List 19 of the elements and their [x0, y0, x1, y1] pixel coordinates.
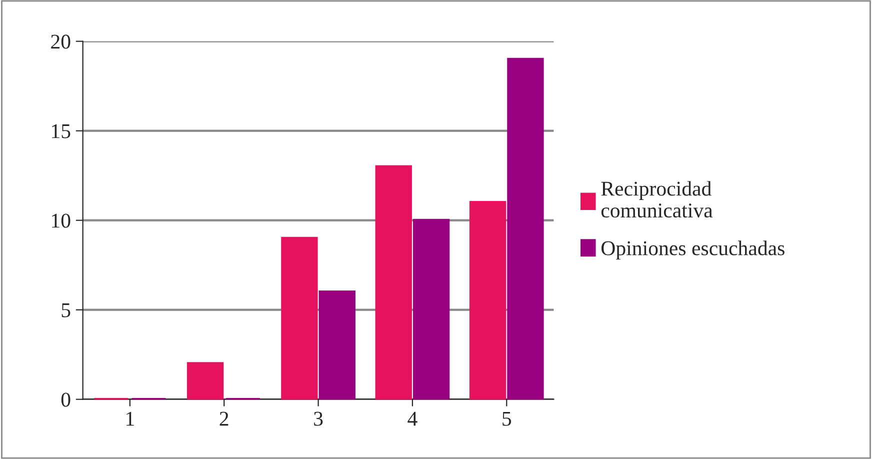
bar: [186, 362, 224, 400]
x-tick-label: 3: [314, 412, 323, 426]
y-tick-label: 20: [51, 34, 70, 49]
bar: [281, 236, 318, 400]
bar: [375, 165, 412, 400]
y-tick-label: 0: [61, 392, 70, 407]
y-tick-label: 15: [52, 124, 70, 138]
x-tick-label: 1: [126, 412, 134, 426]
y-tick-label: 5: [62, 303, 70, 318]
bar: [412, 218, 450, 400]
legend-label: Opiniones escuchadas: [601, 240, 784, 260]
bar: [469, 201, 506, 400]
x-tick-label: 2: [220, 412, 228, 426]
bar: [318, 290, 356, 400]
y-tick-label: 10: [52, 214, 70, 228]
x-tick-label: 5: [502, 412, 512, 426]
x-tick-label: 4: [408, 412, 418, 426]
bar: [507, 58, 544, 400]
legend-label: Reciprocidad comunicativa: [601, 181, 713, 218]
